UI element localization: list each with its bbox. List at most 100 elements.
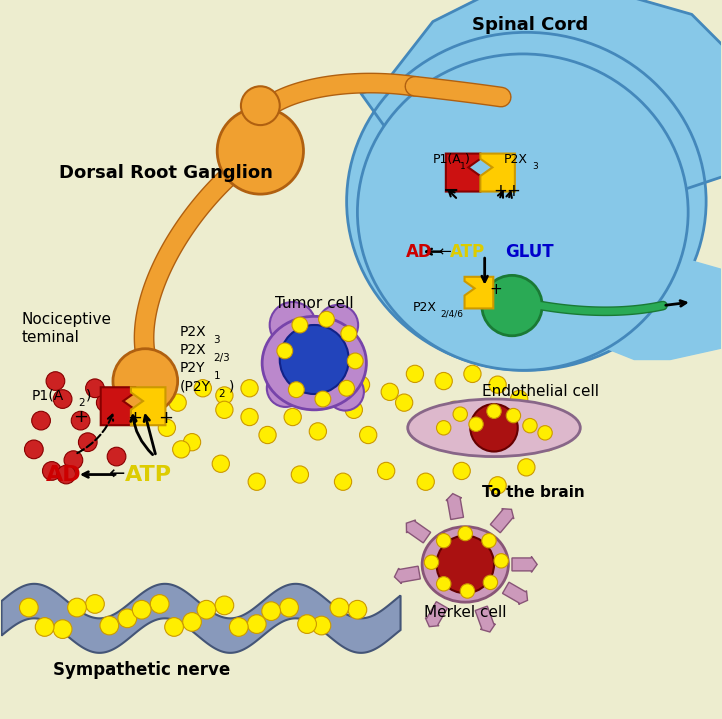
Circle shape <box>458 526 472 541</box>
Circle shape <box>437 533 451 548</box>
FancyArrow shape <box>406 520 431 543</box>
Circle shape <box>284 408 301 426</box>
Circle shape <box>118 609 136 628</box>
FancyArrow shape <box>475 606 495 632</box>
Text: Spinal Cord: Spinal Cord <box>472 16 588 35</box>
Text: To the brain: To the brain <box>482 485 585 500</box>
Circle shape <box>437 421 451 435</box>
Polygon shape <box>446 154 480 191</box>
Circle shape <box>489 376 506 393</box>
Circle shape <box>32 411 51 430</box>
Text: AD: AD <box>406 242 433 261</box>
Text: ): ) <box>86 388 91 403</box>
Ellipse shape <box>357 54 688 370</box>
Circle shape <box>318 311 334 327</box>
Circle shape <box>487 404 501 418</box>
Circle shape <box>241 86 279 125</box>
Text: ←: ← <box>108 465 124 484</box>
Text: P2Y: P2Y <box>180 361 205 375</box>
Circle shape <box>79 433 97 452</box>
Text: +: + <box>493 181 507 200</box>
FancyArrow shape <box>394 566 420 584</box>
Circle shape <box>19 598 38 617</box>
Circle shape <box>470 404 518 452</box>
Circle shape <box>173 441 190 458</box>
Text: 2: 2 <box>79 398 85 408</box>
Text: Endothelial cell: Endothelial cell <box>482 385 599 399</box>
Circle shape <box>216 387 233 404</box>
Text: P1(A: P1(A <box>433 153 461 166</box>
Text: Dorsal Root Ganglion: Dorsal Root Ganglion <box>59 163 273 182</box>
Text: 2/3: 2/3 <box>214 353 230 363</box>
Circle shape <box>464 365 481 383</box>
Circle shape <box>538 426 552 440</box>
Circle shape <box>435 372 452 390</box>
Circle shape <box>212 455 230 472</box>
Circle shape <box>347 353 363 369</box>
Circle shape <box>292 317 308 333</box>
Circle shape <box>297 615 316 633</box>
Circle shape <box>494 554 508 568</box>
Circle shape <box>35 618 54 636</box>
Circle shape <box>71 411 90 430</box>
Text: GLUT: GLUT <box>505 242 554 261</box>
Circle shape <box>270 387 287 404</box>
Text: 2: 2 <box>219 389 225 399</box>
Circle shape <box>194 380 212 397</box>
Text: 1: 1 <box>214 371 220 381</box>
Ellipse shape <box>422 526 508 603</box>
Text: +: + <box>507 181 521 200</box>
Circle shape <box>216 401 233 418</box>
Polygon shape <box>361 0 722 209</box>
Circle shape <box>410 423 427 440</box>
Circle shape <box>334 473 352 490</box>
Text: P2X: P2X <box>503 153 527 166</box>
Text: 3: 3 <box>532 162 538 172</box>
Circle shape <box>241 408 258 426</box>
Circle shape <box>25 440 43 459</box>
Circle shape <box>267 370 304 407</box>
Circle shape <box>107 447 126 466</box>
Circle shape <box>323 387 341 404</box>
Circle shape <box>86 595 104 613</box>
Circle shape <box>248 615 266 633</box>
Text: AD: AD <box>46 464 82 485</box>
Circle shape <box>339 380 355 396</box>
Circle shape <box>406 365 424 383</box>
Text: 2/4/6: 2/4/6 <box>440 310 463 319</box>
Text: +: + <box>490 282 503 296</box>
Text: P1(A: P1(A <box>32 388 64 403</box>
FancyArrow shape <box>490 508 514 533</box>
Polygon shape <box>101 388 135 425</box>
Circle shape <box>345 401 362 418</box>
Circle shape <box>396 394 413 411</box>
Circle shape <box>503 419 521 436</box>
Circle shape <box>248 473 266 490</box>
Circle shape <box>417 473 435 490</box>
Circle shape <box>352 376 370 393</box>
Text: Nociceptive: Nociceptive <box>22 313 112 327</box>
Polygon shape <box>464 277 493 308</box>
Text: P2X: P2X <box>413 301 437 313</box>
Circle shape <box>381 383 399 400</box>
Circle shape <box>312 616 331 635</box>
Circle shape <box>482 533 496 548</box>
Text: (P2Y: (P2Y <box>180 379 211 393</box>
Circle shape <box>532 408 549 426</box>
Text: 3: 3 <box>214 335 220 345</box>
FancyArrow shape <box>512 557 537 572</box>
Circle shape <box>262 602 280 620</box>
Circle shape <box>158 419 175 436</box>
Circle shape <box>53 620 72 638</box>
Text: 1: 1 <box>459 162 465 172</box>
Text: teminal: teminal <box>22 331 79 345</box>
Circle shape <box>291 466 308 483</box>
FancyArrow shape <box>503 582 528 605</box>
Circle shape <box>341 326 357 342</box>
Circle shape <box>270 302 316 348</box>
Circle shape <box>277 343 292 359</box>
Circle shape <box>460 584 474 598</box>
Circle shape <box>241 380 258 397</box>
Polygon shape <box>1 584 401 653</box>
Circle shape <box>348 600 367 619</box>
